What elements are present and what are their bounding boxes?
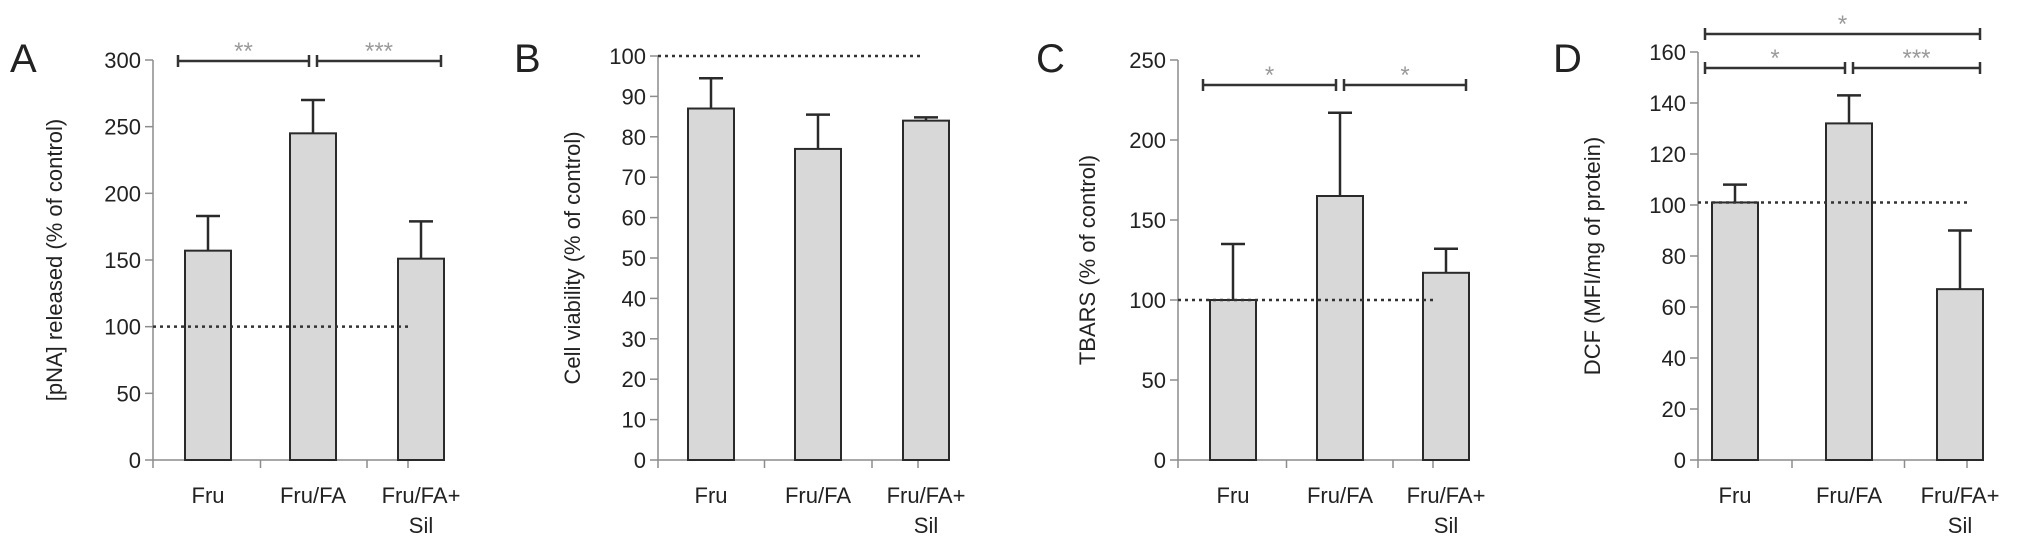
y-tick-label: 80 — [1662, 244, 1686, 269]
significance-label: * — [1400, 62, 1409, 89]
y-tick-label: 50 — [117, 381, 141, 406]
panel-d: D DCF (MFI/mg of protein) 0 20 40 60 80 100 120 1… — [1553, 11, 1999, 538]
y-tick-label: 40 — [622, 286, 646, 311]
y-tick-label: 40 — [1662, 346, 1686, 371]
y-tick-label: 150 — [1129, 208, 1166, 233]
y-tick-label: 0 — [1674, 448, 1686, 473]
x-category-label: Fru/FA+ — [382, 483, 461, 508]
y-tick-label: 10 — [622, 408, 646, 433]
bar — [1316, 195, 1364, 461]
y-tick-label: 60 — [622, 206, 646, 231]
y-tick-label: 20 — [622, 367, 646, 392]
panel-b: B Cell viability (% of control) 0 10 20 30 40 5… — [514, 37, 965, 538]
bar — [687, 107, 735, 462]
y-tick-label: 100 — [1129, 288, 1166, 313]
bar — [1422, 271, 1470, 461]
y-axis-label: TBARS (% of control) — [1075, 155, 1100, 365]
significance-label: * — [1838, 11, 1847, 38]
panel-letter: B — [514, 37, 541, 81]
x-category-label: Fru/FA — [1307, 483, 1373, 508]
x-category-label: Fru/FA+ — [887, 483, 966, 508]
y-tick-label: 0 — [634, 448, 646, 473]
significance-label: ** — [234, 38, 253, 65]
significance-label: *** — [1902, 45, 1930, 72]
significance-label: * — [1265, 62, 1274, 89]
bar — [397, 257, 445, 461]
y-tick-label: 80 — [622, 125, 646, 150]
x-category-label: Fru/FA — [785, 483, 851, 508]
panel-c: C TBARS (% of control) 0 50 100 150 200 250 Fru F… — [1036, 37, 1485, 538]
x-category-label: Sil — [914, 513, 938, 538]
y-tick-label: 100 — [609, 44, 646, 69]
x-category-label: Sil — [409, 513, 433, 538]
y-tick-label: 140 — [1649, 91, 1686, 116]
bar — [1936, 288, 1984, 461]
x-category-label: Fru/FA — [280, 483, 346, 508]
y-tick-label: 100 — [104, 315, 141, 340]
x-category-label: Fru/FA — [1816, 483, 1882, 508]
bar — [1825, 122, 1873, 462]
y-tick-label: 50 — [1142, 368, 1166, 393]
y-tick-label: 30 — [622, 327, 646, 352]
bar — [1209, 299, 1257, 461]
y-tick-label: 250 — [1129, 48, 1166, 73]
bar — [289, 132, 337, 461]
y-axis-label: DCF (MFI/mg of protein) — [1580, 137, 1605, 375]
bar — [1711, 201, 1759, 461]
y-tick-label: 120 — [1649, 142, 1686, 167]
panel-a: A [pNA] released (% of control) 0 50 100 150 2… — [10, 37, 460, 538]
x-category-label: Fru — [192, 483, 225, 508]
y-tick-label: 200 — [104, 181, 141, 206]
y-tick-label: 100 — [1649, 193, 1686, 218]
x-category-label: Sil — [1948, 513, 1972, 538]
x-category-label: Fru — [1217, 483, 1250, 508]
x-category-label: Fru — [695, 483, 728, 508]
bar — [902, 119, 950, 461]
y-tick-label: 90 — [622, 84, 646, 109]
y-tick-label: 300 — [104, 48, 141, 73]
panel-letter: D — [1553, 37, 1582, 81]
y-tick-label: 60 — [1662, 295, 1686, 320]
significance-label: * — [1770, 45, 1779, 72]
bar — [794, 147, 842, 461]
bar — [184, 249, 232, 461]
y-axis-label: [pNA] released (% of control) — [42, 119, 67, 401]
x-category-label: Fru/FA+ — [1407, 483, 1486, 508]
y-tick-label: 250 — [104, 115, 141, 140]
y-tick-label: 20 — [1662, 397, 1686, 422]
y-tick-label: 160 — [1649, 40, 1686, 65]
panel-letter: C — [1036, 37, 1065, 81]
significance-label: *** — [365, 38, 393, 65]
panel-letter: A — [10, 37, 37, 81]
y-axis-label: Cell viability (% of control) — [560, 131, 585, 384]
y-tick-label: 0 — [1154, 448, 1166, 473]
y-tick-label: 150 — [104, 248, 141, 273]
y-tick-label: 70 — [622, 165, 646, 190]
y-tick-label: 50 — [622, 246, 646, 271]
x-category-label: Sil — [1434, 513, 1458, 538]
x-category-label: Fru/FA+ — [1921, 483, 2000, 508]
x-category-label: Fru — [1719, 483, 1752, 508]
y-tick-label: 200 — [1129, 128, 1166, 153]
y-tick-label: 0 — [129, 448, 141, 473]
